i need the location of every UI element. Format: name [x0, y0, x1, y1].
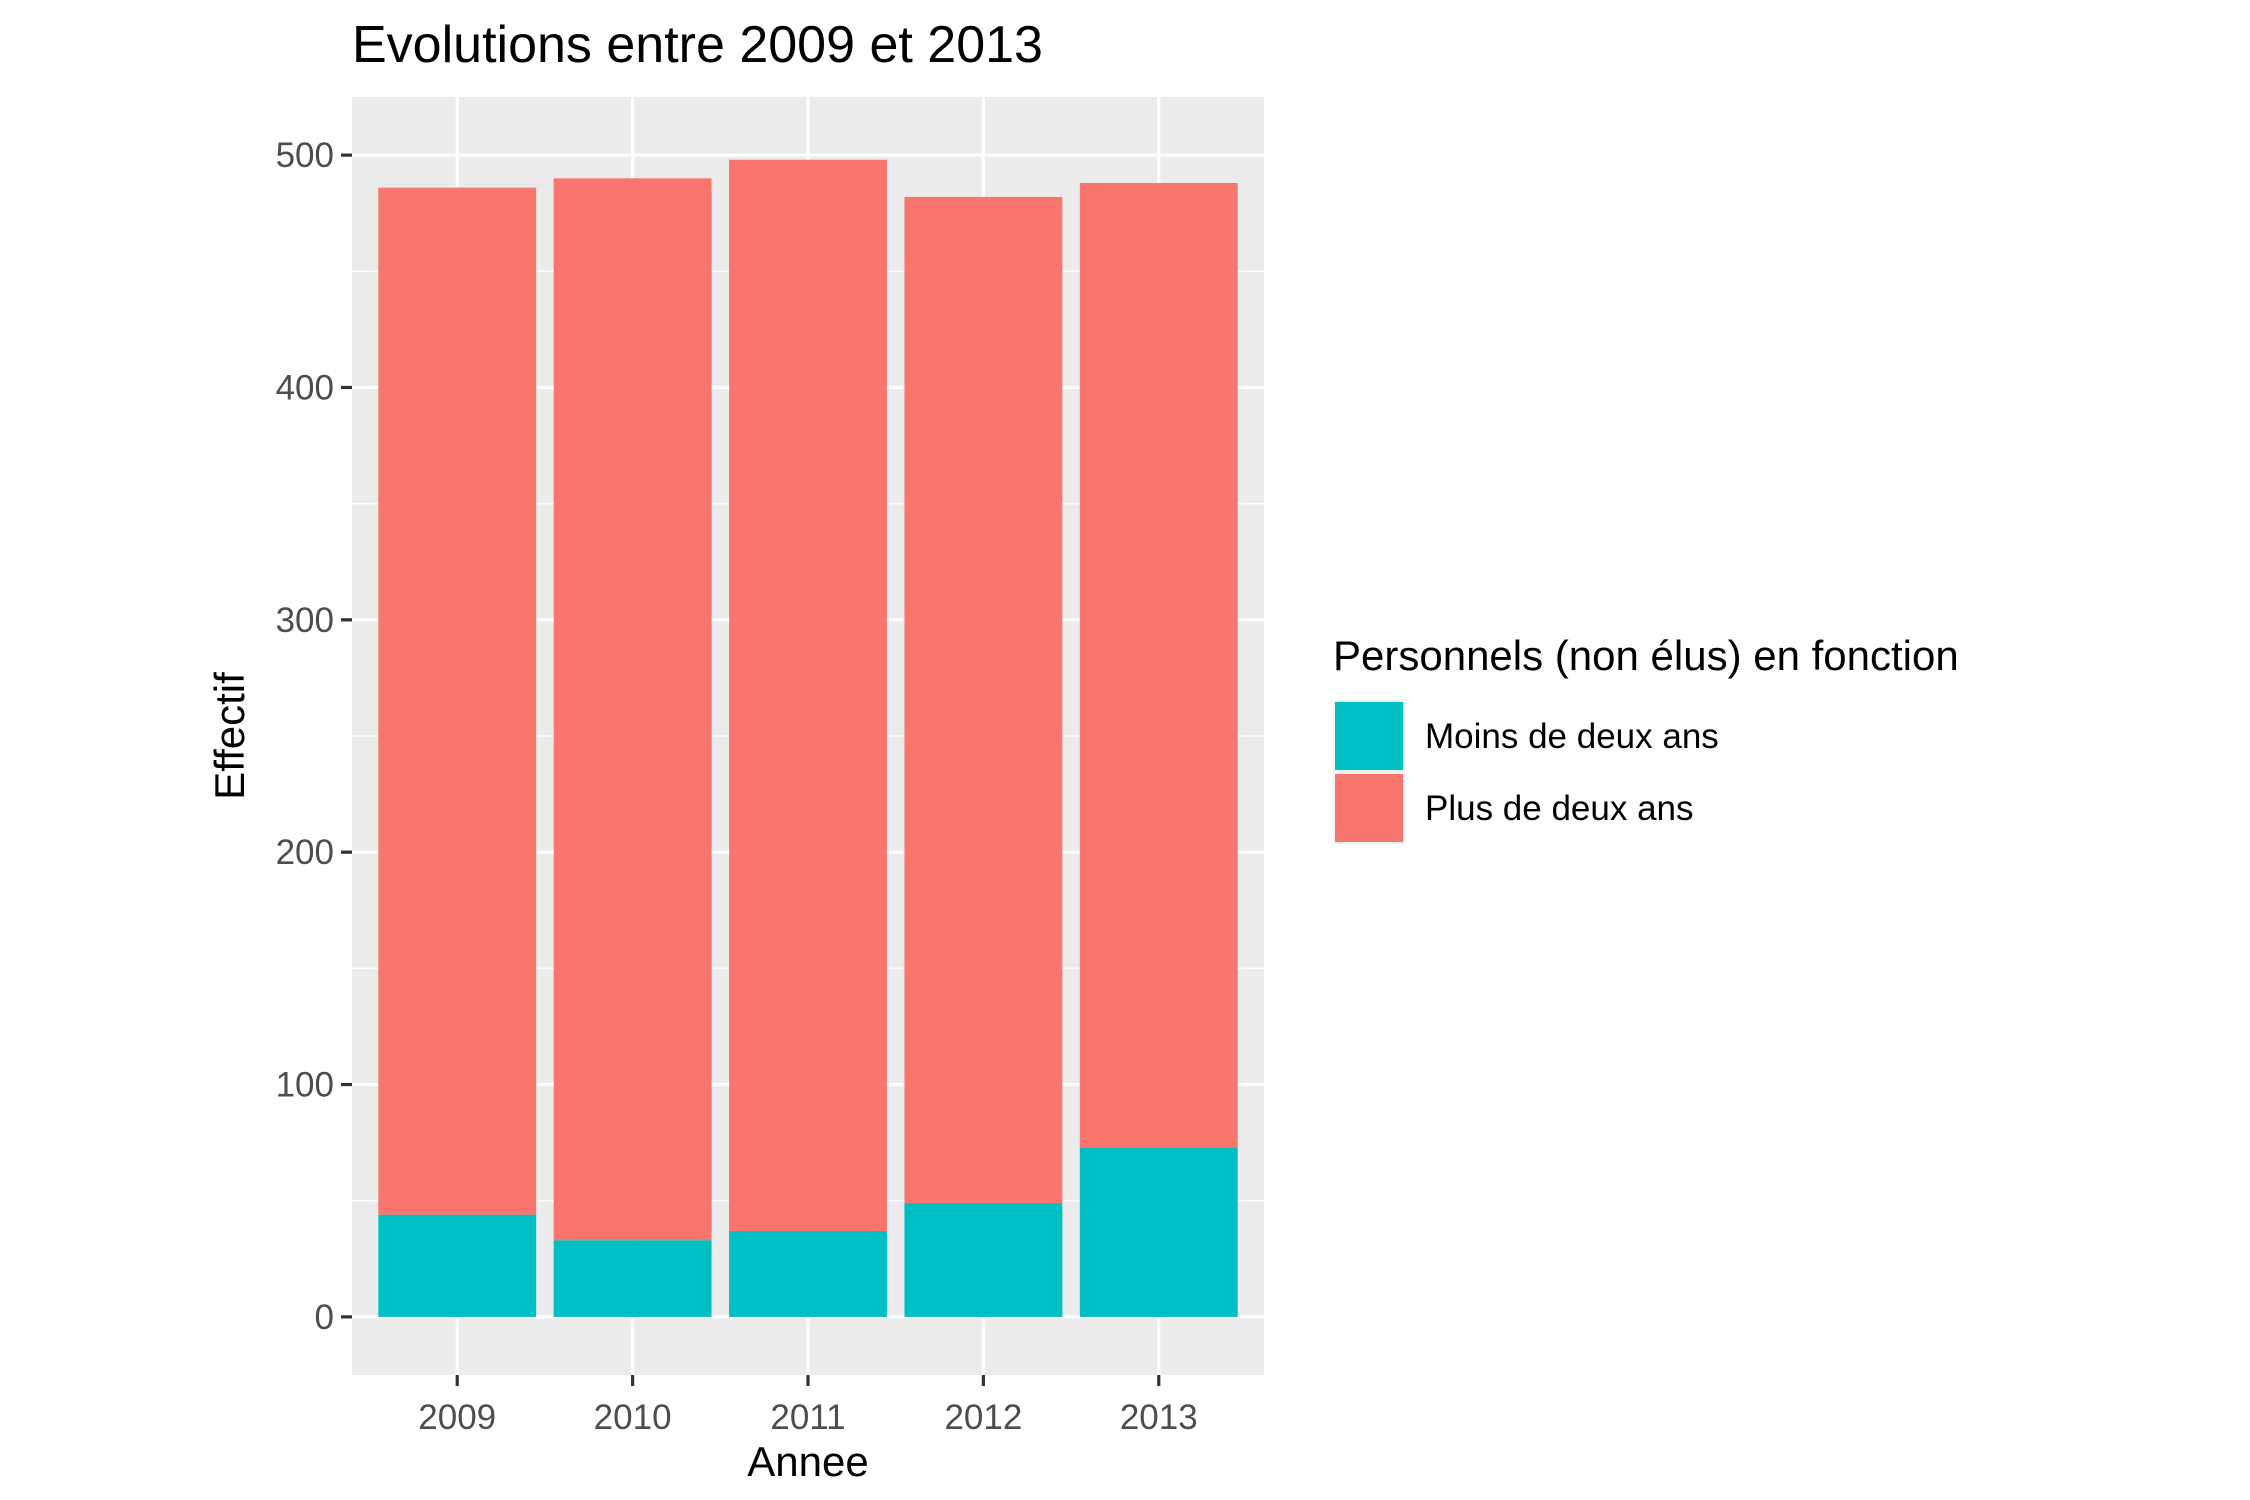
- y-axis-title: Effectif: [206, 672, 253, 800]
- y-axis: 0 100 200 300 400 500: [276, 136, 352, 1337]
- bar-2011-series-0: [729, 1230, 887, 1317]
- x-tick-label: 2012: [944, 1398, 1022, 1437]
- chart-title: Evolutions entre 2009 et 2013: [352, 16, 1043, 74]
- y-tick-label: 0: [315, 1298, 334, 1337]
- bar-2011-series-1: [729, 159, 887, 1231]
- y-tick-label: 500: [276, 136, 334, 175]
- x-axis: 2009 2010 2011 2012 2013: [418, 1375, 1198, 1437]
- bar-2013-series-1: [1079, 182, 1238, 1148]
- bar-2009-series-1: [378, 187, 537, 1215]
- legend: Personnels (non élus) en fonction Moins …: [1333, 632, 1959, 844]
- bar-2010-series-1: [553, 178, 712, 1241]
- y-tick-label: 100: [276, 1066, 334, 1105]
- x-tick-label: 2010: [594, 1398, 672, 1437]
- legend-label: Plus de deux ans: [1425, 789, 1694, 828]
- x-tick-label: 2013: [1120, 1398, 1198, 1437]
- bar-2012-series-0: [904, 1203, 1063, 1317]
- x-tick-label: 2011: [770, 1398, 845, 1437]
- y-tick-label: 300: [276, 601, 334, 640]
- legend-items: Moins de deux ans Plus de deux ans: [1333, 700, 1719, 844]
- x-axis-title: Annee: [747, 1438, 868, 1485]
- x-tick-label: 2009: [418, 1398, 496, 1437]
- legend-label: Moins de deux ans: [1425, 717, 1719, 756]
- bar-2010-series-0: [553, 1240, 712, 1317]
- bars: [378, 159, 1238, 1317]
- bar-2013-series-0: [1079, 1147, 1238, 1317]
- legend-swatch: [1335, 702, 1403, 770]
- legend-title: Personnels (non élus) en fonction: [1333, 632, 1959, 679]
- y-tick-label: 200: [276, 833, 334, 872]
- legend-swatch: [1335, 774, 1403, 842]
- bar-2009-series-0: [378, 1214, 537, 1317]
- y-tick-label: 400: [276, 368, 334, 407]
- bar-2012-series-1: [904, 196, 1063, 1204]
